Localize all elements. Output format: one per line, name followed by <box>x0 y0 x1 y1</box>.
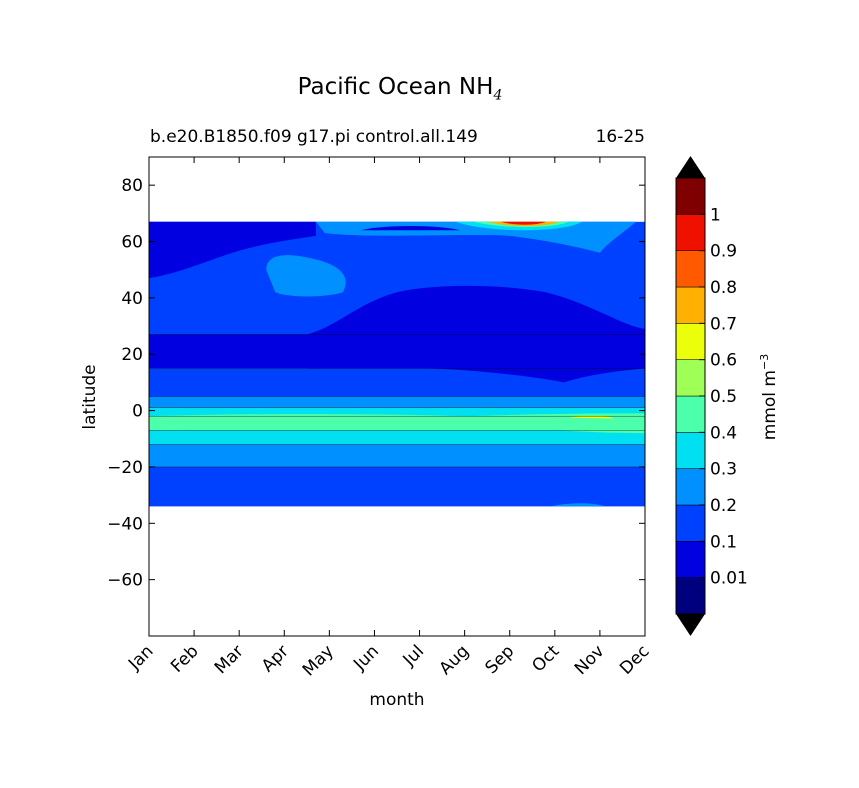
x-tick-label: Aug <box>436 641 474 679</box>
x-tick-label: Mar <box>211 641 248 678</box>
colorbar-tick-label: 0.01 <box>710 569 748 589</box>
contour-north-red <box>500 221 546 225</box>
x-tick-label: Nov <box>571 641 609 679</box>
colorbar-segment <box>675 214 706 251</box>
contour-band-7 <box>149 444 645 467</box>
y-axis: 80 60 40 20 0 −20 −40 −60 <box>107 176 645 591</box>
chart-title: Pacific Ocean NH4 <box>297 74 503 104</box>
colorbar-segment <box>675 359 706 397</box>
contour-low-north-strip <box>360 226 461 231</box>
x-tick-label: Sep <box>481 641 518 678</box>
contour-band-6 <box>149 430 645 445</box>
contour-equatorial-green <box>149 413 645 434</box>
colorbar-segment <box>675 395 706 433</box>
contour-low-subtropical <box>306 285 645 383</box>
colorbar-segment <box>675 504 706 542</box>
colorbar-tick-label: 0.1 <box>710 532 737 552</box>
colorbar-segment <box>675 432 706 469</box>
plot-fill-layer <box>149 221 645 507</box>
colorbar-tick-label: 1 <box>710 205 721 225</box>
y-tick-label: 0 <box>132 402 143 422</box>
colorbar-extend-top <box>676 156 705 178</box>
x-tick-label: Feb <box>167 641 202 676</box>
colorbar-tick-label: 0.2 <box>710 496 737 516</box>
x-tick-label: Jan <box>124 641 157 674</box>
plot-frame <box>148 156 646 637</box>
contour-band-8 <box>149 466 645 507</box>
x-tick-label: Jul <box>399 641 428 670</box>
y-axis-label: latitude <box>80 364 100 429</box>
colorbar-tick-label: 0.5 <box>710 387 737 407</box>
colorbar-tick-label: 0.9 <box>710 242 737 262</box>
x-tick-label: May <box>299 641 338 680</box>
contour-band-4 <box>149 407 645 417</box>
x-tick-label: Apr <box>258 641 293 676</box>
colorbar-tick-label: 0.4 <box>710 423 737 443</box>
x-tick-label: Dec <box>616 641 653 678</box>
y-tick-label: 80 <box>121 176 143 196</box>
y-tick-label: −60 <box>107 571 143 591</box>
y-tick-label: 40 <box>121 289 143 309</box>
contour-low-northwest <box>149 221 316 279</box>
colorbar-segment <box>675 541 706 578</box>
y-tick-label: −40 <box>107 514 143 534</box>
y-tick-label: −20 <box>107 458 143 478</box>
colorbar-segment <box>675 250 706 288</box>
colorbar-segment <box>675 323 706 360</box>
contour-band-3 <box>149 396 645 408</box>
colorbar-segment <box>675 286 706 324</box>
colorbar-tick-label: 0.8 <box>710 278 737 298</box>
colorbar-extend-bottom <box>676 614 705 636</box>
x-tick-label: Oct <box>528 641 563 676</box>
colorbar-tick-label: 0.7 <box>710 314 737 334</box>
chart-subtitle-right: 16-25 <box>595 127 645 147</box>
y-tick-label: 20 <box>121 345 143 365</box>
colorbar-segment <box>675 468 706 506</box>
contour-south-patch <box>550 503 605 507</box>
contour-equatorial-yellow <box>568 415 614 419</box>
contour-patch-north <box>266 255 346 297</box>
chart-subtitle-left: b.e20.B1850.f09 g17.pi control.all.149 <box>150 127 478 147</box>
colorbar-tick-label: 0.3 <box>710 460 737 480</box>
y-tick-label: 60 <box>121 233 143 253</box>
colorbar: 0.01 0.1 0.2 0.3 0.4 0.5 0.6 0.7 0.8 0.9 1 <box>675 156 748 636</box>
x-tick-label: Jun <box>349 641 383 675</box>
x-axis-label: month <box>369 690 424 710</box>
colorbar-segment <box>675 577 706 615</box>
colorbar-tick-label: 0.6 <box>710 351 737 371</box>
colorbar-segment <box>675 177 706 215</box>
colorbar-label: mmol m−3 <box>758 354 780 440</box>
